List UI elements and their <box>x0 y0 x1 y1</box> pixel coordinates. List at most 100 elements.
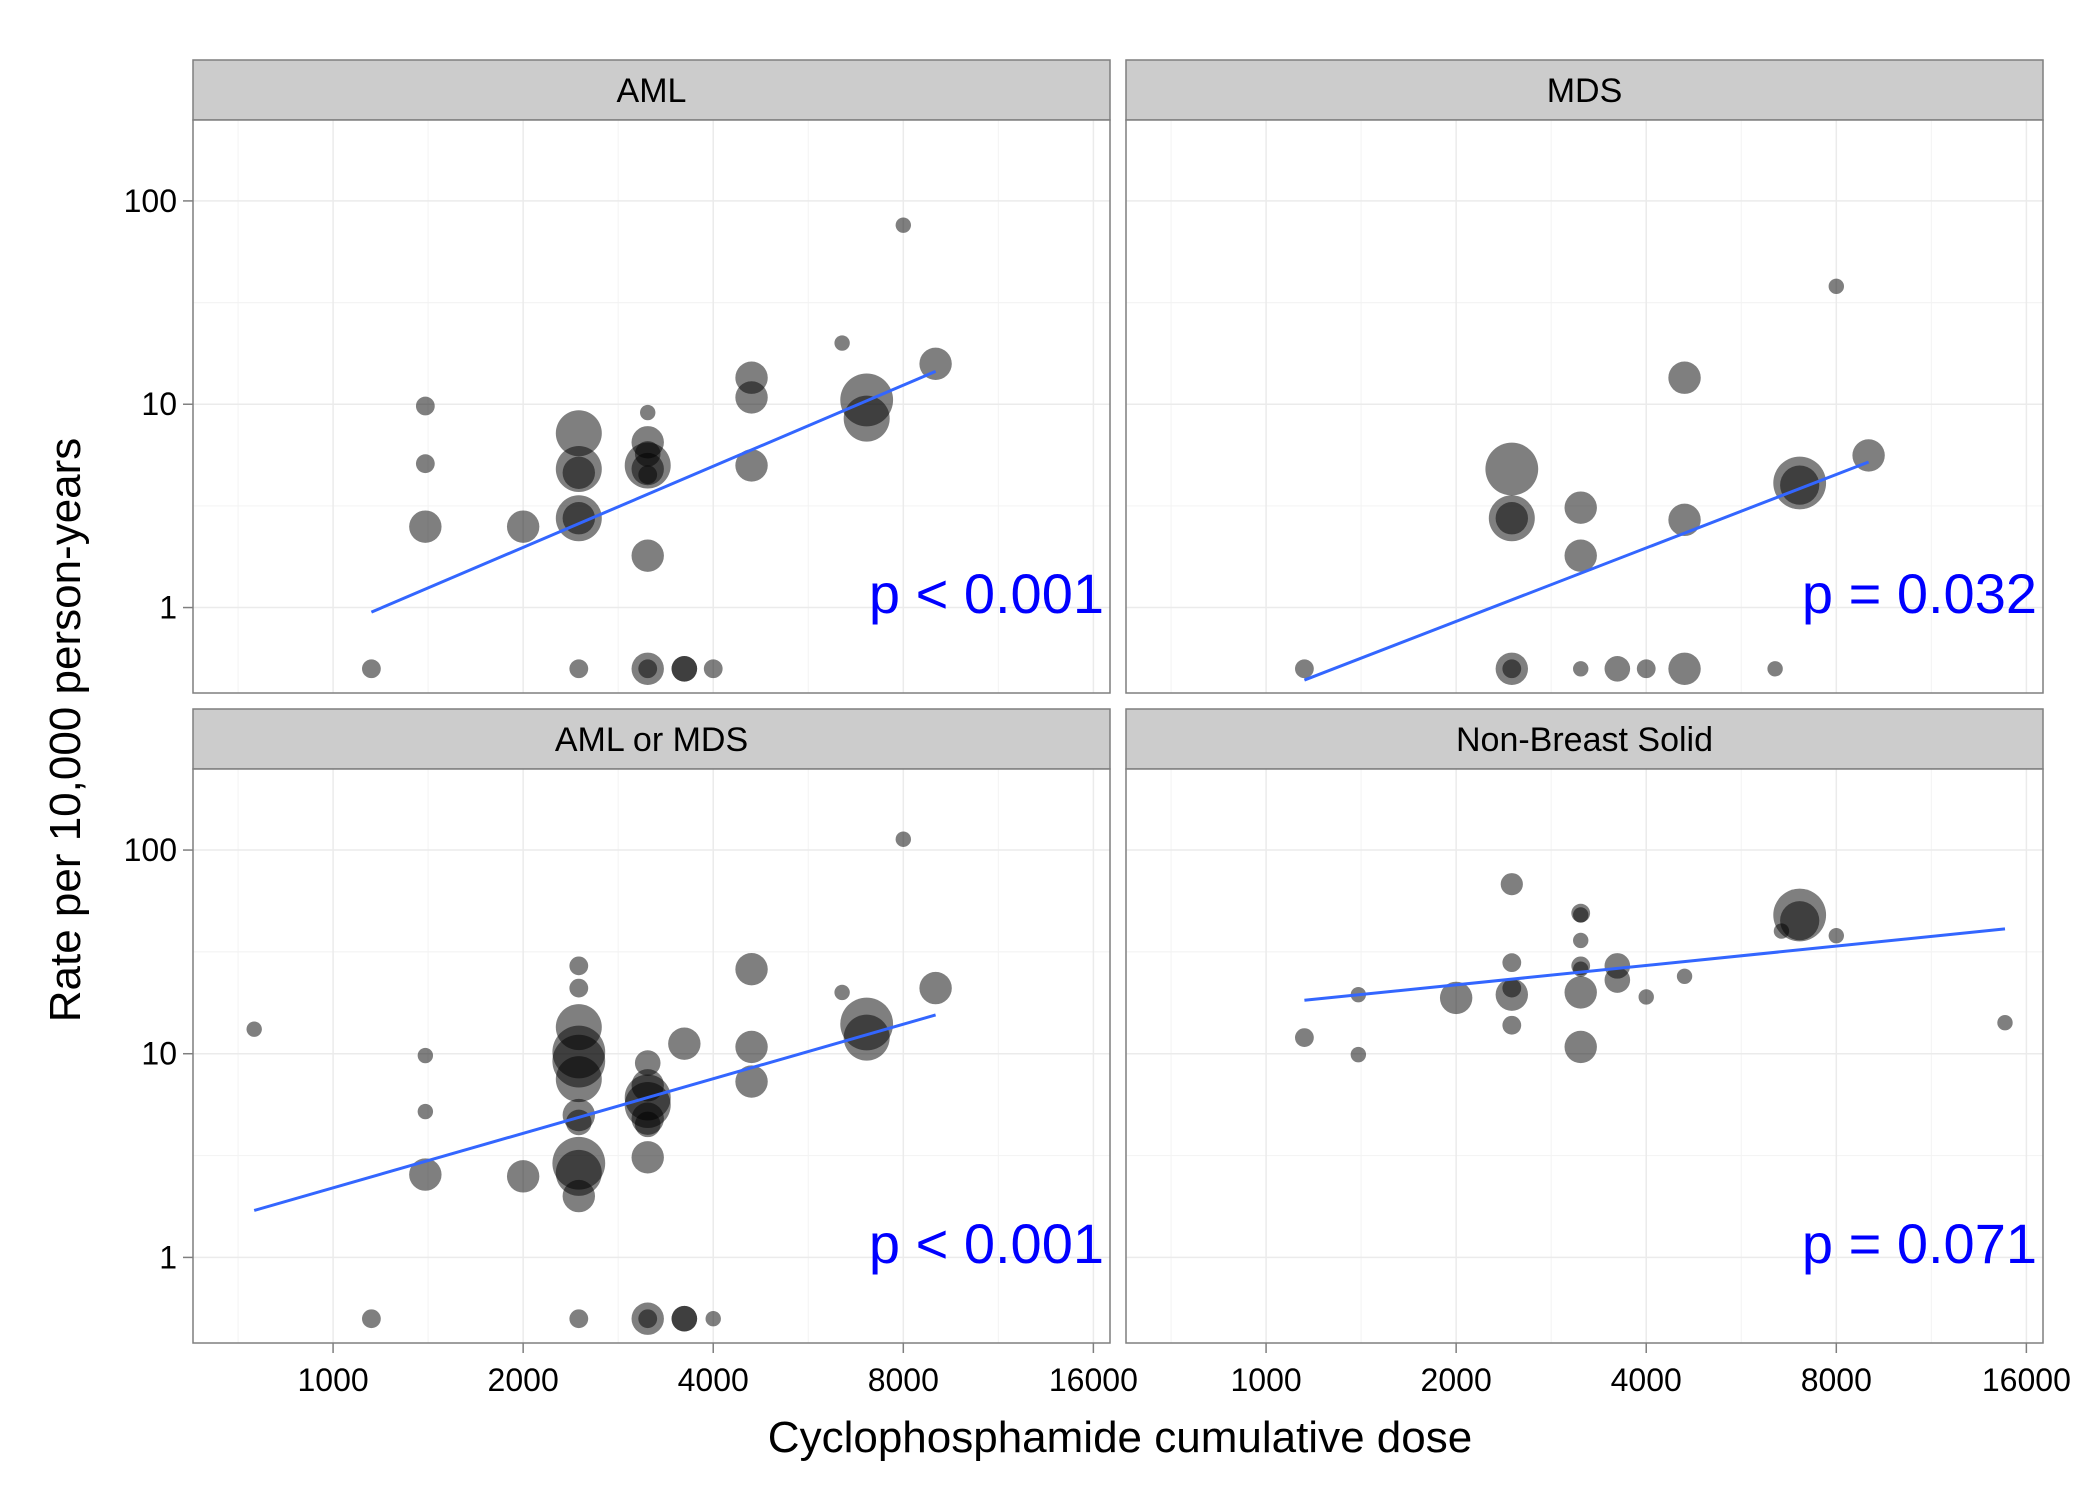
p-value-annotation: p = 0.071 <box>1802 1212 2037 1275</box>
data-point <box>417 1047 434 1064</box>
data-point <box>1828 278 1845 295</box>
data-point <box>735 1030 768 1064</box>
p-value-annotation: p < 0.001 <box>869 562 1104 625</box>
x-tick-label: 1000 <box>1230 1362 1301 1398</box>
fit-line <box>1303 460 1870 682</box>
data-point <box>246 1021 262 1037</box>
data-point <box>1502 953 1522 973</box>
fit-line <box>253 1013 937 1212</box>
x-tick-label: 2000 <box>488 1362 559 1398</box>
panel-aml: AML p < 0.001 <box>192 59 1111 694</box>
data-point <box>1500 873 1523 896</box>
facet-strip <box>1125 59 2044 121</box>
data-point <box>506 1160 540 1193</box>
data-point <box>638 1309 658 1329</box>
x-tick-label: 16000 <box>1049 1362 1138 1398</box>
data-point <box>555 410 602 457</box>
y-axis-title: Rate per 10,000 person-years <box>41 438 90 1023</box>
data-point <box>638 659 658 679</box>
data-point <box>569 1309 589 1329</box>
data-point <box>562 1179 596 1213</box>
data-point <box>569 978 589 998</box>
data-point <box>1439 981 1473 1015</box>
p-value-annotation: p = 0.032 <box>1802 562 2037 625</box>
x-tick-label: 8000 <box>1801 1362 1872 1398</box>
data-point <box>1997 1015 2013 1031</box>
x-tick-label: 16000 <box>1982 1362 2071 1398</box>
data-point <box>919 971 952 1005</box>
data-point <box>1573 932 1589 949</box>
data-point <box>1564 539 1597 572</box>
data-point <box>634 1111 661 1138</box>
panel-border <box>192 768 1111 1344</box>
x-axis: 1000 2000 4000 8000 16000 1000 2000 4000 8000 160… <box>297 1343 2071 1398</box>
p-value-annotation: p < 0.001 <box>869 1212 1104 1275</box>
data-point <box>1604 967 1631 993</box>
data-point <box>671 1305 698 1332</box>
y-axis: 1 10 100 1 10 100 <box>124 183 193 1275</box>
panel-background <box>1126 120 2043 693</box>
data-point <box>1573 961 1589 977</box>
x-tick-label: 4000 <box>1611 1362 1682 1398</box>
data-point <box>1564 976 1597 1009</box>
data-point <box>1828 927 1845 944</box>
panel-border <box>1125 119 2044 694</box>
data-point <box>919 347 952 381</box>
data-point <box>895 831 912 847</box>
data-point <box>631 1141 664 1174</box>
data-point <box>569 659 589 679</box>
data-point <box>415 396 435 416</box>
data-point <box>409 1158 442 1191</box>
data-point <box>1495 502 1529 535</box>
data-point <box>1780 901 1820 941</box>
data-point <box>1668 361 1701 394</box>
panel-aml-or-mds: AML or MDS p < 0.001 <box>192 708 1111 1344</box>
data-point <box>668 1027 701 1060</box>
data-point <box>834 984 850 1001</box>
data-point <box>362 1309 381 1329</box>
data-point <box>1295 1028 1314 1048</box>
data-point <box>415 454 435 474</box>
data-point <box>671 655 698 682</box>
data-point <box>1573 661 1589 677</box>
y-tick-label: 1 <box>159 1239 177 1275</box>
data-point <box>834 335 850 351</box>
data-point <box>1485 442 1539 496</box>
data-point <box>506 510 540 543</box>
fit-line <box>1304 927 2006 1002</box>
x-tick-label: 2000 <box>1421 1362 1492 1398</box>
data-point <box>1564 491 1597 524</box>
data-point <box>1502 1015 1522 1035</box>
data-point <box>735 449 768 482</box>
x-tick-label: 1000 <box>297 1362 368 1398</box>
data-point <box>362 659 381 679</box>
data-point <box>1604 655 1631 682</box>
panel-non-breast-solid: Non-Breast Solid p = 0.071 <box>1125 708 2044 1344</box>
panel-border <box>1125 768 2044 1344</box>
fit-line <box>370 370 937 614</box>
facet-strip <box>1125 708 2044 770</box>
facet-strip-label: Non-Breast Solid <box>1456 721 1713 759</box>
data-point <box>638 465 658 485</box>
data-point <box>735 1065 768 1098</box>
data-point <box>409 510 442 543</box>
data-point <box>417 1103 434 1120</box>
data-point <box>1767 661 1783 677</box>
data-point <box>895 217 912 233</box>
data-point <box>1780 465 1820 505</box>
data-point <box>1573 907 1589 923</box>
data-point <box>1564 1030 1597 1064</box>
data-point <box>562 456 596 490</box>
data-point <box>703 659 723 679</box>
y-tick-label: 1 <box>159 590 177 626</box>
panel-mds: MDS p = 0.032 <box>1125 59 2044 694</box>
data-point <box>631 539 664 572</box>
panels-layer: AML p < 0.001 MDS p = 0.032 AML or MDS p < 0.… <box>192 59 2044 1344</box>
data-point <box>735 953 768 986</box>
data-point <box>843 395 890 442</box>
facet-strip-label: AML <box>617 72 687 110</box>
panel-border <box>192 119 1111 694</box>
data-point <box>555 1149 602 1196</box>
y-tick-label: 10 <box>141 1036 177 1072</box>
data-point <box>1350 1046 1367 1063</box>
